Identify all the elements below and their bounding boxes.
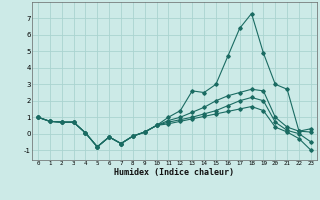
X-axis label: Humidex (Indice chaleur): Humidex (Indice chaleur): [115, 168, 234, 177]
